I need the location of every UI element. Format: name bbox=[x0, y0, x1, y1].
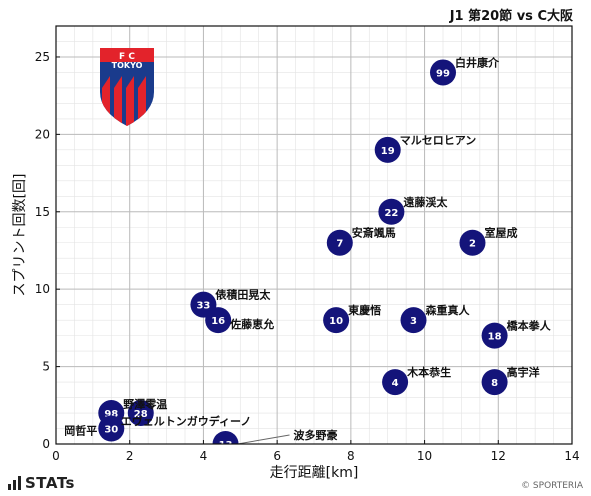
data-point-number: 13 bbox=[219, 440, 233, 451]
data-point-number: 10 bbox=[329, 316, 343, 327]
data-label-10: 東慶悟 bbox=[348, 303, 381, 317]
y-tick-label: 10 bbox=[35, 282, 50, 296]
data-point-13: 13 bbox=[212, 431, 239, 451]
x-tick-label: 2 bbox=[126, 449, 134, 463]
x-tick-label: 10 bbox=[417, 449, 432, 463]
data-label-33: 俵積田晃太 bbox=[215, 288, 271, 302]
chart-title: J1 第20節 vs C大阪 bbox=[449, 9, 573, 24]
data-point-marker bbox=[374, 136, 401, 163]
data-point-number: 30 bbox=[104, 425, 118, 436]
data-point-marker bbox=[378, 198, 405, 225]
data-point-marker bbox=[400, 307, 427, 334]
data-point-marker bbox=[481, 322, 508, 349]
data-point-marker bbox=[127, 400, 154, 427]
x-tick-label: 14 bbox=[564, 449, 579, 463]
data-label-98: 野澤零温 bbox=[123, 397, 167, 411]
data-point-marker bbox=[326, 229, 353, 256]
data-label-30: 岡哲平 bbox=[64, 424, 97, 438]
data-point-4: 4 bbox=[382, 369, 409, 396]
data-point-number: 19 bbox=[381, 146, 395, 157]
data-point-number: 16 bbox=[211, 316, 225, 327]
data-point-99: 99 bbox=[430, 59, 456, 86]
y-tick-label: 20 bbox=[35, 127, 50, 141]
data-point-marker bbox=[382, 369, 409, 396]
data-point-number: 4 bbox=[392, 378, 399, 389]
data-label-4: 木本恭生 bbox=[406, 365, 451, 379]
data-label-2: 室屋成 bbox=[484, 226, 517, 240]
data-point-number: 3 bbox=[410, 316, 417, 327]
y-tick-label: 25 bbox=[35, 50, 50, 64]
data-point-number: 8 bbox=[491, 378, 498, 389]
data-label-99: 白井康介 bbox=[455, 55, 500, 69]
data-point-30: 30 bbox=[98, 415, 125, 442]
data-point-28: 28 bbox=[127, 400, 154, 427]
data-point-number: 22 bbox=[384, 208, 398, 219]
data-label-13: 波多野豪 bbox=[294, 428, 338, 442]
data-point-marker bbox=[98, 415, 125, 442]
data-point-18: 18 bbox=[481, 322, 508, 349]
copyright-text: © SPORTERIA bbox=[521, 481, 583, 491]
y-axis-label: スプリント回数[回] bbox=[12, 174, 28, 297]
data-point-number: 33 bbox=[196, 301, 210, 312]
y-axis-ticks: 0 5 10 15 20 25 bbox=[35, 50, 60, 451]
y-tick-label: 0 bbox=[42, 437, 50, 451]
x-tick-label: 4 bbox=[200, 449, 208, 463]
data-point-marker bbox=[430, 59, 456, 86]
plot-frame bbox=[55, 25, 573, 445]
data-point-marker bbox=[323, 307, 350, 334]
y-tick-label: 15 bbox=[35, 205, 50, 219]
x-axis-label: 走行距離[km] bbox=[270, 464, 359, 481]
data-label-19: マルセロヒアン bbox=[400, 134, 477, 147]
data-point-number: 98 bbox=[104, 409, 118, 420]
x-axis-ticks: 0 2 4 6 8 10 12 14 bbox=[52, 440, 580, 463]
stats-brand-text: STATs bbox=[25, 474, 75, 492]
data-point-19: 19 bbox=[374, 136, 401, 163]
x-tick-label: 12 bbox=[491, 449, 506, 463]
data-point-number: 2 bbox=[469, 239, 476, 250]
data-point-number: 7 bbox=[336, 239, 343, 250]
x-tick-label: 6 bbox=[273, 449, 281, 463]
crest-fc-text: F C bbox=[119, 52, 135, 62]
fc-tokyo-crest: F C TOKYO bbox=[100, 48, 154, 126]
data-point-marker bbox=[212, 431, 239, 444]
data-point-marker bbox=[459, 229, 486, 256]
data-point-number: 18 bbox=[488, 332, 502, 343]
data-label-28: エヴェルトンガウディーノ bbox=[121, 414, 252, 428]
y-tick-label: 5 bbox=[42, 360, 50, 374]
crest-tokyo-text: TOKYO bbox=[112, 61, 143, 70]
x-tick-label: 8 bbox=[347, 449, 355, 463]
data-label-8: 高宇洋 bbox=[507, 365, 540, 379]
data-point-8: 8 bbox=[481, 369, 508, 396]
data-label-7: 安斎颯馬 bbox=[352, 226, 396, 240]
data-label-22: 遠藤渓太 bbox=[403, 195, 448, 209]
data-point-7: 7 bbox=[326, 229, 353, 256]
x-tick-label: 0 bbox=[52, 449, 60, 463]
data-label-18: 橋本拳人 bbox=[507, 319, 552, 333]
label-connectors bbox=[237, 434, 290, 445]
data-point-number: 99 bbox=[436, 68, 450, 79]
data-point-10: 10 bbox=[323, 307, 350, 334]
data-point-2: 2 bbox=[459, 229, 486, 256]
data-point-3: 3 bbox=[400, 307, 427, 334]
stats-bars-icon bbox=[8, 476, 21, 490]
data-point-marker bbox=[205, 307, 232, 334]
data-point-marker bbox=[481, 369, 508, 396]
data-point-16: 16 bbox=[205, 307, 232, 334]
data-label-16: 佐藤恵允 bbox=[229, 317, 274, 331]
data-point-number: 28 bbox=[134, 409, 148, 420]
label-connector-line bbox=[237, 434, 290, 445]
data-point-22: 22 bbox=[378, 198, 405, 225]
data-label-3: 森重真人 bbox=[426, 303, 471, 317]
stats-logo: STATs bbox=[8, 474, 75, 492]
